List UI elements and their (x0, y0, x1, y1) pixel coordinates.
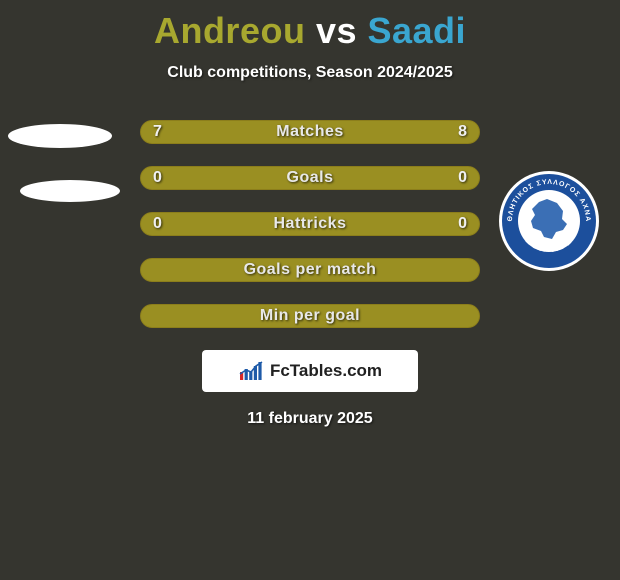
stat-label: Hattricks (274, 215, 347, 233)
title-player-right: Saadi (368, 10, 467, 51)
page-title: Andreou vs Saadi (0, 0, 620, 52)
left-team-badge-1 (8, 124, 112, 148)
logo-text: FcTables.com (270, 361, 382, 381)
stat-left-value: 0 (153, 169, 162, 187)
stat-left-value: 0 (153, 215, 162, 233)
left-team-badge-2 (20, 180, 120, 202)
stat-bar: Min per goal (140, 304, 480, 328)
stat-right-value: 8 (458, 123, 467, 141)
right-team-badge: ΑΘΛΗΤΙΚΟΣ ΣΥΛΛΟΓΟΣ ΑΧΝΑΣ ΕΘΝΙΚΟΣ (498, 170, 600, 272)
stat-label: Min per goal (260, 307, 360, 325)
fctables-logo: FcTables.com (202, 350, 418, 392)
title-player-left: Andreou (154, 10, 306, 51)
stat-label: Matches (276, 123, 344, 141)
stat-bar: 0 Hattricks 0 (140, 212, 480, 236)
logo-chart-icon (238, 360, 264, 382)
stats-bars: 7 Matches 8 0 Goals 0 0 Hattricks 0 Goals per mat… (140, 120, 480, 328)
stat-bar: Goals per match (140, 258, 480, 282)
stat-left-value: 7 (153, 123, 162, 141)
title-vs: vs (305, 10, 367, 51)
stat-label: Goals (287, 169, 334, 187)
stat-label: Goals per match (244, 261, 377, 279)
date-text: 11 february 2025 (0, 410, 620, 428)
stat-bar: 7 Matches 8 (140, 120, 480, 144)
stat-bar: 0 Goals 0 (140, 166, 480, 190)
stat-right-value: 0 (458, 215, 467, 233)
stat-right-value: 0 (458, 169, 467, 187)
subtitle: Club competitions, Season 2024/2025 (0, 64, 620, 82)
